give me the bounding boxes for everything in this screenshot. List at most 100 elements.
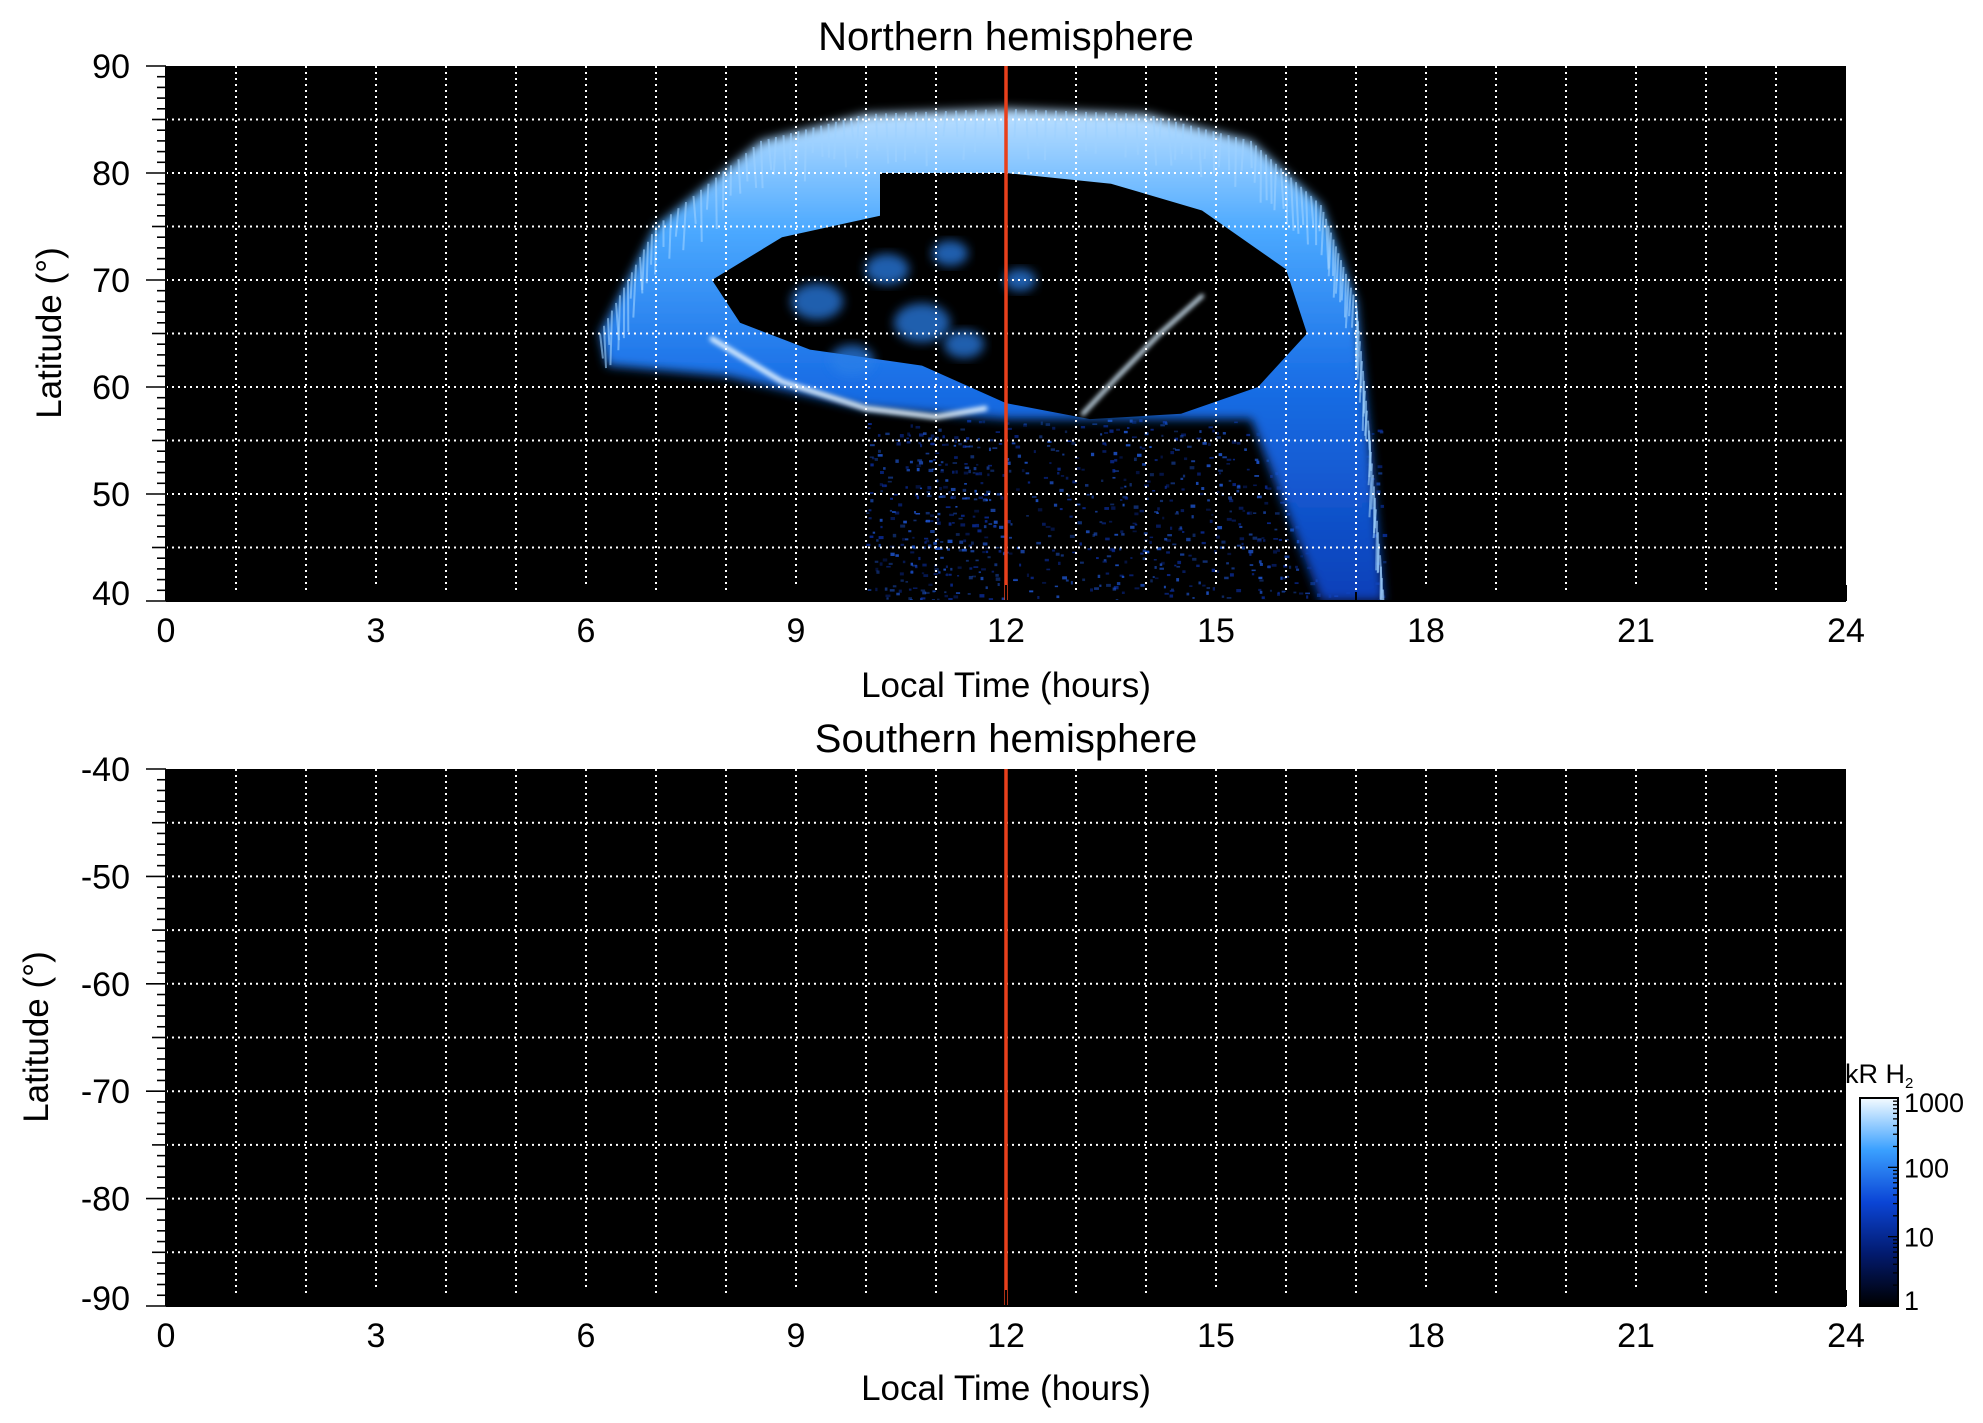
- emission-speckle: [1251, 573, 1255, 576]
- emission-speckle: [1065, 579, 1069, 582]
- oval-ray: [850, 117, 855, 144]
- emission-speckle: [1130, 557, 1133, 559]
- emission-speckle: [1042, 581, 1047, 584]
- emission-speckle: [962, 445, 967, 448]
- colorbar-gradient: [1859, 1097, 1899, 1307]
- emission-speckle: [1057, 467, 1061, 471]
- oval-ray: [955, 110, 959, 137]
- oval-ray: [1227, 135, 1231, 171]
- emission-speckle: [1144, 550, 1150, 554]
- emission-speckle: [1100, 433, 1103, 436]
- emission-speckle: [1248, 549, 1254, 554]
- emission-speckle: [1120, 530, 1124, 534]
- emission-speckle: [1159, 472, 1164, 476]
- emission-speckle: [1143, 532, 1148, 535]
- emission-speckle: [1226, 458, 1232, 461]
- emission-speckle: [1258, 560, 1262, 564]
- emission-speckle: [905, 486, 908, 489]
- emission-speckle: [1173, 430, 1179, 433]
- emission-speckle: [1142, 463, 1146, 466]
- oval-ray: [803, 129, 807, 182]
- oval-ray: [1343, 273, 1347, 318]
- emission-speckle: [980, 482, 984, 485]
- oval-ray: [1180, 123, 1185, 154]
- y-tick-label: 40: [92, 575, 130, 613]
- emission-speckle: [955, 592, 961, 594]
- emission-speckle: [1110, 460, 1115, 464]
- oval-ray: [760, 140, 764, 189]
- emission-speckle: [1208, 426, 1214, 429]
- x-tick-label: 15: [1197, 612, 1235, 650]
- emission-speckle: [957, 575, 960, 577]
- y-tick-label: 80: [92, 155, 130, 193]
- emission-speckle: [948, 522, 952, 526]
- oval-ray: [1350, 294, 1355, 328]
- emission-speckle: [890, 497, 894, 500]
- emission-speckle: [882, 558, 888, 562]
- emission-speckle: [1125, 444, 1131, 447]
- emission-speckle: [1161, 434, 1164, 437]
- emission-speckle: [940, 556, 944, 559]
- emission-speckle: [925, 591, 930, 594]
- oval-ray: [1339, 260, 1342, 303]
- emission-speckle: [1165, 484, 1170, 488]
- emission-speckle: [928, 468, 934, 473]
- emission-speckle: [1045, 525, 1051, 528]
- emission-speckle: [1037, 595, 1040, 599]
- emission-speckle: [1273, 550, 1278, 554]
- emission-speckle: [1039, 435, 1043, 439]
- emission-speckle: [868, 509, 872, 512]
- oval-ray: [1065, 111, 1069, 144]
- emission-speckle: [1064, 430, 1068, 434]
- emission-speckle: [935, 538, 939, 541]
- emission-speckle: [926, 494, 932, 498]
- emission-speckle: [1172, 447, 1177, 450]
- emission-speckle: [935, 547, 940, 550]
- emission-speckle: [1274, 512, 1280, 515]
- emission-speckle: [885, 594, 891, 598]
- emission-speckle: [1050, 448, 1056, 451]
- emission-speckle: [1139, 446, 1142, 449]
- emission-speckle: [916, 464, 922, 468]
- polar-cap-dark-region: [712, 173, 1307, 420]
- emission-speckle: [912, 587, 918, 589]
- y-tick-label: -40: [81, 751, 130, 789]
- emission-speckle: [1180, 509, 1185, 513]
- emission-speckle: [908, 434, 911, 437]
- emission-speckle: [1222, 456, 1227, 459]
- emission-speckle: [987, 464, 993, 467]
- emission-speckle: [954, 436, 959, 440]
- y-tick-label: -80: [81, 1181, 130, 1219]
- emission-speckle: [1249, 564, 1254, 567]
- oval-ray: [752, 146, 758, 188]
- emission-speckle: [1119, 547, 1122, 551]
- emission-speckle: [1182, 570, 1186, 574]
- emission-speckle: [892, 533, 897, 538]
- emission-speckle: [879, 518, 883, 522]
- emission-speckle: [1202, 441, 1207, 445]
- emission-speckle: [988, 598, 994, 601]
- emission-speckle: [1251, 569, 1256, 572]
- emission-speckle: [1222, 432, 1226, 435]
- colorbar-tick-label: 1000: [1904, 1088, 1964, 1118]
- emission-speckle: [1054, 585, 1059, 588]
- emission-speckle: [1228, 479, 1232, 482]
- emission-speckle: [1106, 583, 1111, 587]
- emission-speckle: [935, 479, 939, 483]
- emission-speckle: [875, 567, 879, 572]
- emission-speckle: [1166, 574, 1171, 577]
- emission-speckle: [899, 433, 904, 438]
- emission-speckle: [1149, 540, 1152, 544]
- north-x-axis-label: Local Time (hours): [861, 666, 1151, 705]
- y-tick-label: 90: [92, 48, 130, 86]
- oval-ray: [1364, 410, 1368, 436]
- emission-speckle: [1246, 512, 1250, 515]
- emission-speckle: [1087, 547, 1092, 551]
- emission-speckle: [1192, 557, 1197, 561]
- emission-speckle: [1267, 522, 1271, 525]
- emission-speckle: [1167, 534, 1172, 537]
- emission-speckle: [1236, 544, 1241, 547]
- emission-speckle: [947, 539, 953, 544]
- x-tick-label: 6: [577, 612, 596, 650]
- emission-speckle: [978, 571, 981, 574]
